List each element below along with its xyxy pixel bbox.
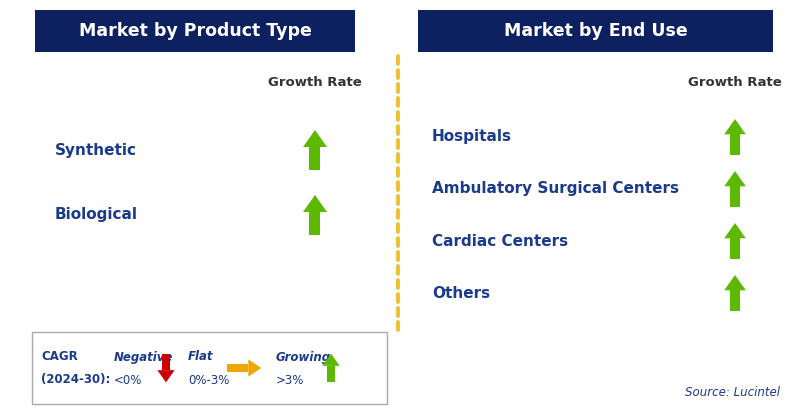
Polygon shape <box>303 195 327 212</box>
Polygon shape <box>724 119 746 134</box>
Text: Source: Lucintel: Source: Lucintel <box>685 385 780 398</box>
Polygon shape <box>724 275 746 290</box>
Text: CAGR: CAGR <box>41 351 78 364</box>
Text: Biological: Biological <box>55 207 138 222</box>
FancyBboxPatch shape <box>32 332 387 404</box>
Text: Others: Others <box>432 285 490 301</box>
FancyBboxPatch shape <box>418 10 773 52</box>
Text: Cardiac Centers: Cardiac Centers <box>432 234 568 248</box>
Polygon shape <box>730 290 740 311</box>
Polygon shape <box>730 238 740 259</box>
Polygon shape <box>226 364 249 372</box>
Polygon shape <box>322 354 340 366</box>
Text: <0%: <0% <box>114 374 143 387</box>
Polygon shape <box>724 223 746 238</box>
Text: Market by End Use: Market by End Use <box>504 22 687 40</box>
Text: Ambulatory Surgical Centers: Ambulatory Surgical Centers <box>432 181 679 196</box>
Polygon shape <box>724 171 746 186</box>
Text: Negative: Negative <box>114 351 174 364</box>
Text: Growth Rate: Growth Rate <box>268 76 362 89</box>
Polygon shape <box>249 359 261 377</box>
Text: Growth Rate: Growth Rate <box>688 76 782 89</box>
Text: Synthetic: Synthetic <box>55 143 137 158</box>
Text: Market by Product Type: Market by Product Type <box>79 22 312 40</box>
Polygon shape <box>303 130 327 147</box>
Polygon shape <box>327 366 335 382</box>
Text: (2024-30):: (2024-30): <box>41 374 110 387</box>
Polygon shape <box>157 370 175 382</box>
Polygon shape <box>730 134 740 155</box>
Polygon shape <box>730 186 740 207</box>
FancyBboxPatch shape <box>35 10 355 52</box>
Text: 0%-3%: 0%-3% <box>188 374 230 387</box>
Polygon shape <box>162 354 170 370</box>
Polygon shape <box>309 147 320 170</box>
Text: Flat: Flat <box>188 351 214 364</box>
Text: >3%: >3% <box>276 374 304 387</box>
Polygon shape <box>309 212 320 235</box>
Text: Hospitals: Hospitals <box>432 130 512 145</box>
Text: Growing: Growing <box>276 351 331 364</box>
